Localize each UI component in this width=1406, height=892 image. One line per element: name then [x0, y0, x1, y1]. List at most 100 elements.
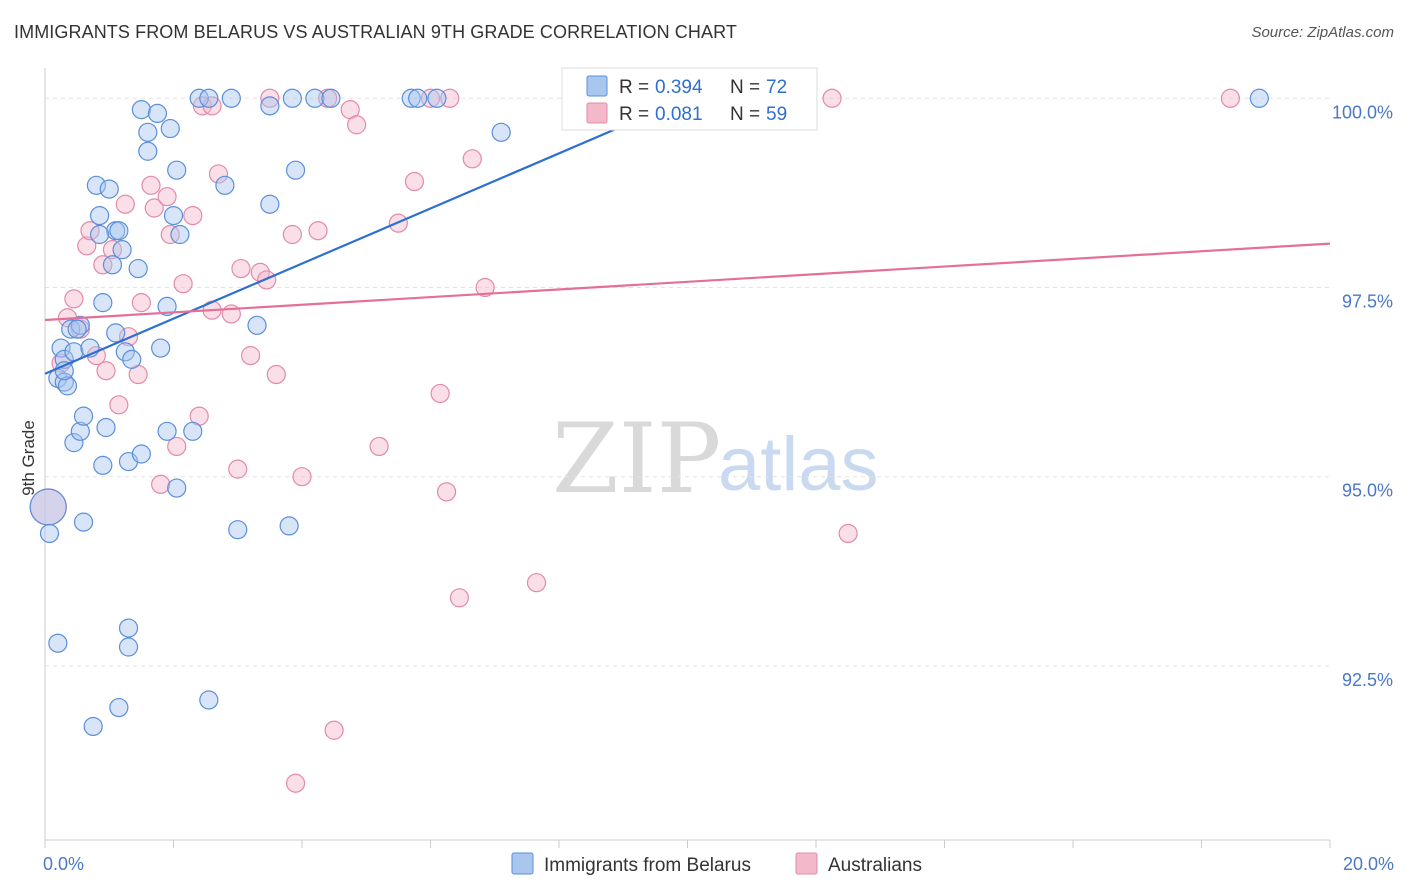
point-belarus	[138, 122, 158, 142]
point-australians	[144, 198, 164, 218]
point-belarus	[167, 478, 187, 498]
point-belarus	[221, 88, 241, 108]
point-belarus	[215, 175, 235, 195]
point-belarus	[109, 221, 129, 241]
point-belarus	[112, 240, 132, 260]
point-australians	[822, 88, 842, 108]
point-belarus	[199, 690, 219, 710]
trendline-australians	[44, 242, 1331, 322]
point-belarus	[118, 637, 139, 657]
point-australians	[183, 205, 203, 226]
x-tick-label: 0.0%	[43, 854, 84, 874]
x-tick-labels: 0.0% 20.0%	[43, 854, 1394, 874]
point-belarus	[408, 88, 428, 108]
y-tick-labels: 100.0% 97.5% 95.0% 92.5%	[1332, 102, 1393, 690]
point-australians	[93, 255, 113, 275]
point-australians	[109, 395, 129, 415]
point-belarus	[282, 88, 302, 108]
y-tick-label: 97.5%	[1342, 291, 1393, 311]
point-australians	[462, 149, 482, 169]
series-legend: Immigrants from Belarus Australians	[511, 852, 922, 876]
watermark: ZIP atlas	[552, 403, 879, 515]
point-belarus	[321, 88, 341, 108]
legend-swatch-pink	[586, 102, 608, 124]
point-belarus	[54, 372, 74, 392]
point-belarus	[157, 421, 177, 441]
point-belarus	[122, 349, 142, 369]
point-belarus	[1249, 88, 1269, 108]
point-belarus	[157, 296, 177, 317]
point-belarus	[83, 716, 103, 737]
point-belarus	[61, 319, 81, 339]
gridlines	[45, 97, 1330, 667]
point-australians	[131, 293, 151, 313]
point-belarus	[128, 258, 148, 279]
point-belarus	[260, 194, 280, 214]
point-belarus	[29, 488, 67, 526]
point-australians	[118, 327, 139, 347]
trendline-belarus	[44, 97, 688, 375]
point-belarus	[170, 224, 190, 245]
point-belarus	[189, 88, 209, 108]
point-belarus	[99, 179, 119, 199]
point-australians	[475, 277, 495, 298]
point-belarus	[118, 618, 139, 638]
point-belarus	[167, 160, 187, 180]
point-australians	[160, 224, 180, 245]
point-belarus	[199, 88, 219, 108]
point-belarus	[427, 88, 447, 108]
point-belarus	[138, 141, 158, 161]
point-belarus	[279, 516, 299, 536]
point-belarus	[106, 323, 126, 343]
point-belarus	[64, 433, 84, 453]
legend-n-label-blue: N =	[730, 77, 760, 98]
legend-r-label-blue: R =	[619, 77, 649, 98]
point-belarus	[51, 338, 71, 358]
point-australians	[324, 720, 344, 740]
point-australians	[436, 482, 457, 502]
legend-r-value-blue: 0.394	[655, 77, 703, 98]
point-belarus	[163, 205, 184, 226]
point-australians	[157, 187, 177, 207]
legend-swatch-blue	[586, 75, 608, 97]
point-australians	[231, 258, 251, 279]
point-australians	[266, 364, 286, 385]
point-australians	[285, 773, 306, 793]
y-axis-title: 9th Grade	[19, 420, 38, 496]
legend-n-label-pink: N =	[730, 104, 760, 125]
point-australians	[64, 289, 84, 309]
x-tick-label: 20.0%	[1343, 854, 1394, 874]
point-belarus	[39, 523, 60, 544]
point-belarus	[151, 338, 171, 358]
point-australians	[292, 467, 312, 487]
point-australians	[260, 88, 280, 108]
point-belarus	[102, 255, 123, 275]
point-belarus	[247, 315, 267, 335]
source-credit: Source: ZipAtlas.com	[1251, 24, 1394, 41]
point-australians	[80, 221, 100, 241]
stats-legend: R = 0.394 N = 72 R = 0.081 N = 59	[561, 67, 818, 131]
point-belarus	[491, 122, 511, 142]
y-tick-label: 95.0%	[1342, 481, 1393, 501]
point-belarus	[70, 421, 90, 441]
watermark-zip: ZIP	[552, 403, 721, 515]
point-australians	[141, 175, 161, 195]
point-belarus	[73, 512, 94, 532]
point-belarus	[70, 315, 90, 335]
point-belarus	[305, 88, 325, 108]
point-belarus	[67, 319, 87, 339]
y-tick-label: 100.0%	[1332, 102, 1393, 122]
point-belarus	[86, 175, 107, 195]
point-belarus	[131, 444, 151, 464]
point-belarus	[48, 633, 68, 653]
point-australians	[282, 224, 302, 245]
point-belarus	[93, 293, 113, 313]
legend-r-value-pink: 0.081	[655, 104, 703, 125]
point-australians	[241, 346, 261, 366]
point-australians	[308, 221, 328, 241]
point-belarus	[73, 406, 94, 426]
point-australians	[77, 236, 97, 256]
point-belarus	[96, 417, 116, 438]
point-belarus	[401, 88, 421, 108]
